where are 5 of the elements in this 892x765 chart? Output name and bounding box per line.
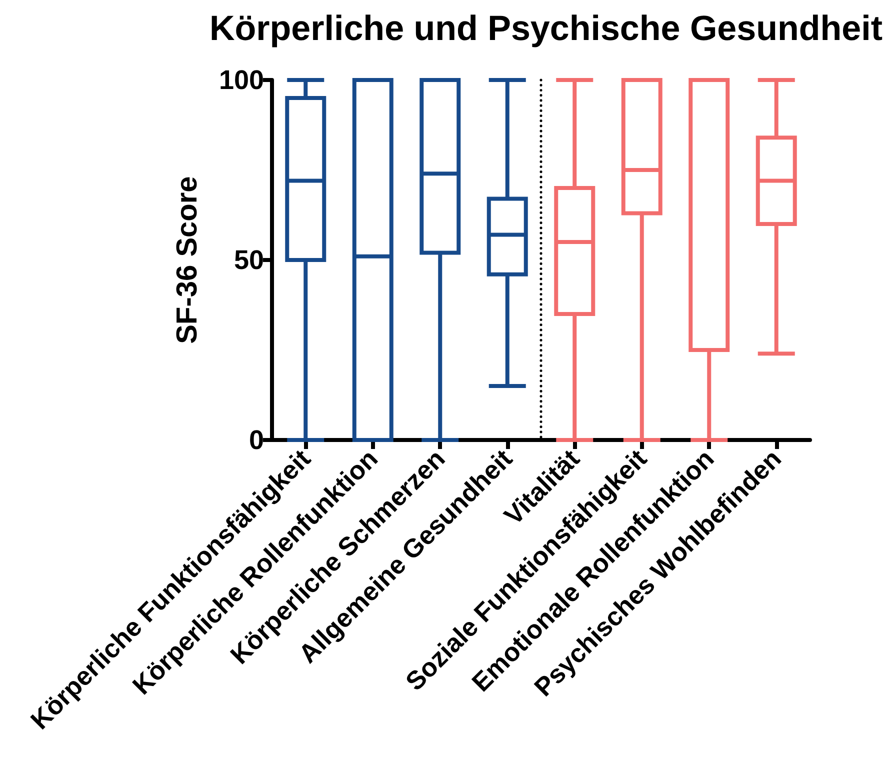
y-tick-label: 50 — [234, 245, 264, 275]
y-axis-title: SF-36 Score — [172, 176, 204, 344]
y-tick-label: 0 — [248, 425, 264, 455]
y-tick-label: 100 — [218, 65, 264, 95]
chart-title: Körperliche und Psychische Gesundheit — [210, 9, 883, 48]
